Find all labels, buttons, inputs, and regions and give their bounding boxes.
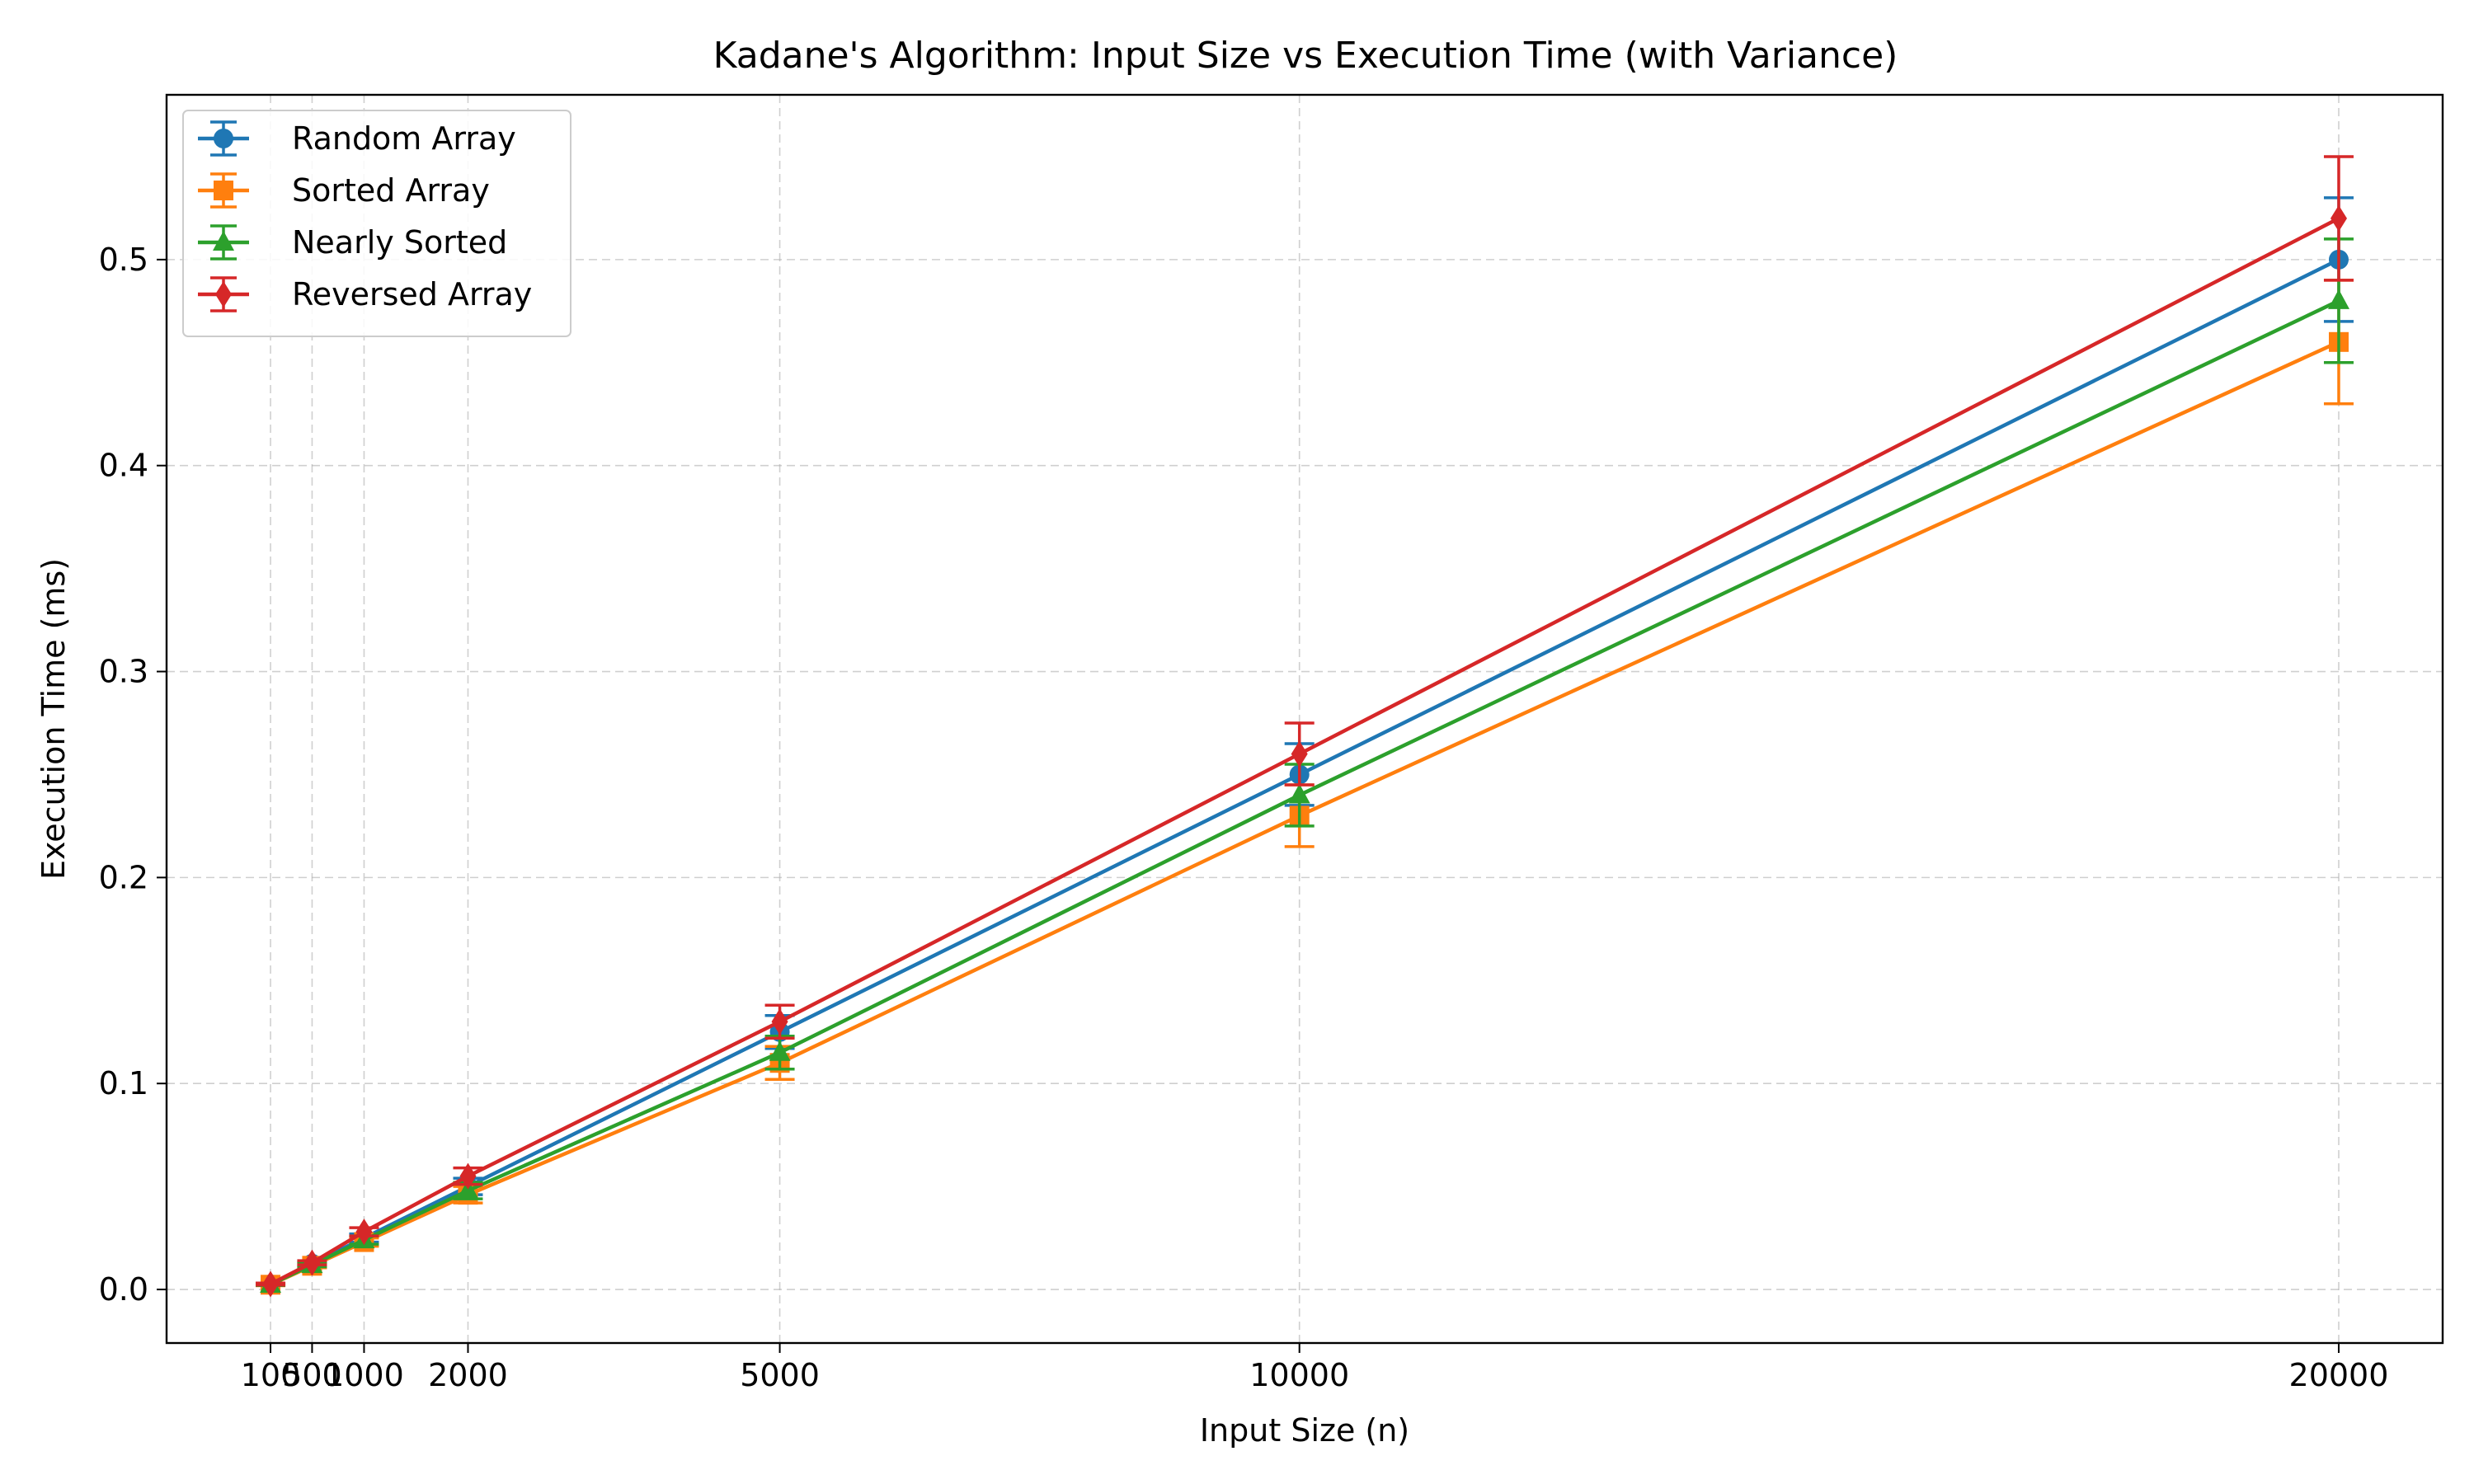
y-tick-label: 0.4 bbox=[99, 448, 148, 484]
data-point bbox=[303, 1249, 321, 1276]
grid bbox=[167, 95, 2443, 1343]
data-point bbox=[1288, 783, 1310, 804]
data-point bbox=[769, 1040, 791, 1061]
legend-label: Random Array bbox=[292, 120, 516, 157]
y-tick-label: 0.1 bbox=[99, 1065, 148, 1101]
x-tick-label: 5000 bbox=[740, 1357, 820, 1393]
legend-marker bbox=[214, 181, 233, 200]
legend-marker bbox=[214, 129, 233, 148]
legend-frame bbox=[182, 110, 571, 337]
legend-label: Nearly Sorted bbox=[292, 224, 507, 261]
y-tick-label: 0.3 bbox=[99, 654, 148, 690]
data-point bbox=[262, 1270, 280, 1298]
legend-item: Random Array bbox=[198, 120, 516, 157]
chart-title: Kadane's Algorithm: Input Size vs Execut… bbox=[713, 35, 1898, 77]
legend-item: Sorted Array bbox=[198, 172, 490, 209]
plot-series bbox=[256, 155, 2354, 1298]
legend-marker bbox=[213, 231, 234, 251]
x-tick-label: 10000 bbox=[1249, 1357, 1349, 1393]
data-point bbox=[1291, 740, 1308, 768]
x-axis-label: Input Size (n) bbox=[1200, 1412, 1409, 1449]
y-tick-label: 0.5 bbox=[99, 242, 148, 278]
legend-label: Sorted Array bbox=[292, 172, 490, 209]
data-point bbox=[2330, 204, 2347, 232]
y-tick-label: 0.2 bbox=[99, 859, 148, 895]
x-tick-label: 20000 bbox=[2289, 1357, 2389, 1393]
legend-item: Reversed Array bbox=[198, 276, 532, 312]
y-axis-label: Execution Time (ms) bbox=[35, 558, 72, 880]
axes-frame bbox=[165, 93, 2444, 1345]
x-tick-label: 2000 bbox=[428, 1357, 508, 1393]
legend-label: Reversed Array bbox=[292, 276, 532, 312]
data-point bbox=[355, 1219, 373, 1246]
x-tick-label: 1000 bbox=[324, 1357, 404, 1393]
x-tick-label: 500 bbox=[282, 1357, 342, 1393]
legend: Random Array Sorted Array Nearly Sorted Rev… bbox=[182, 110, 571, 337]
data-point bbox=[459, 1162, 477, 1190]
x-tick-label: 100 bbox=[241, 1357, 301, 1393]
series-reversed-array bbox=[256, 155, 2354, 1298]
legend-marker bbox=[215, 281, 232, 308]
data-point bbox=[771, 1008, 788, 1036]
data-point bbox=[2327, 289, 2349, 309]
y-tick-label: 0.0 bbox=[99, 1271, 148, 1308]
legend-item: Nearly Sorted bbox=[198, 224, 507, 261]
